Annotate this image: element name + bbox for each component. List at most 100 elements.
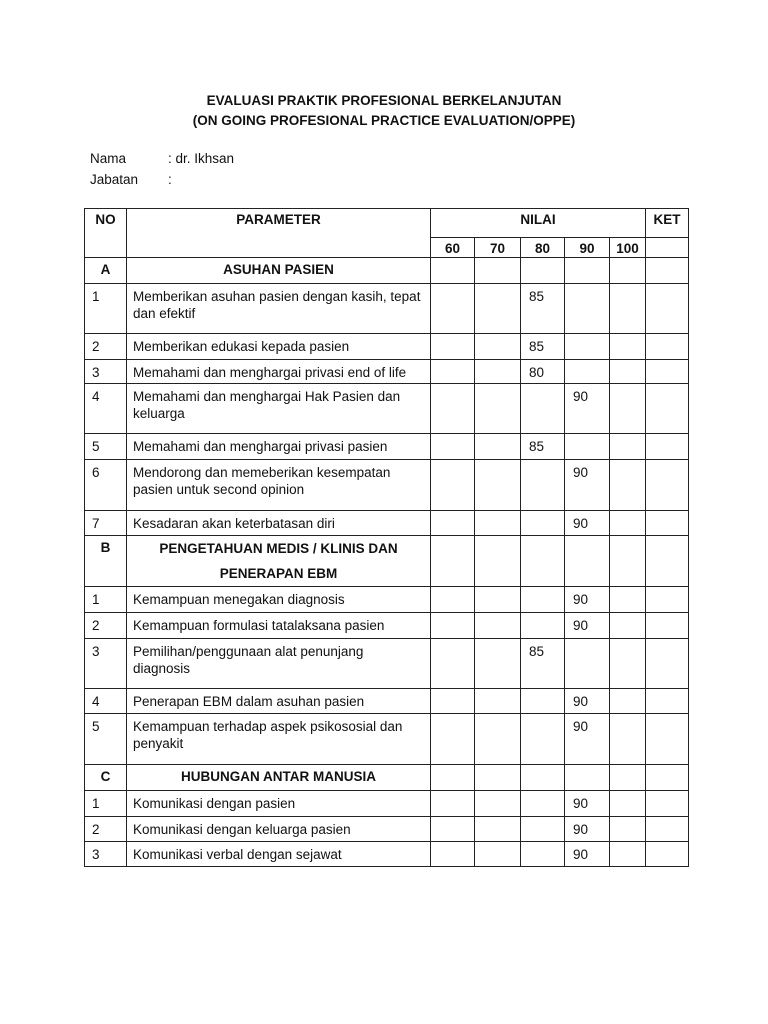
score-cell-60 xyxy=(430,816,475,842)
field-label-nama: Nama xyxy=(90,151,127,166)
header-ket: KET xyxy=(645,208,689,238)
section-row: C HUBUNGAN ANTAR MANUSIA xyxy=(84,764,689,791)
section-row: B PENGETAHUAN MEDIS / KLINIS DAN PENERAPA… xyxy=(84,535,689,587)
table-row: 7 Kesadaran akan keterbatasan diri 90 xyxy=(84,510,689,536)
score-cell-70 xyxy=(474,816,521,842)
score-cell-100 xyxy=(609,383,646,434)
ket-cell xyxy=(645,638,689,689)
score-cell-70 xyxy=(474,383,521,434)
score-cell-80: 85 xyxy=(520,638,565,689)
evaluation-table: NO PARAMETER NILAI KET 60 70 80 90 100 A… xyxy=(84,208,689,867)
row-no: 7 xyxy=(84,510,127,536)
score-cell-80 xyxy=(520,383,565,434)
score-cell-80: 85 xyxy=(520,333,565,360)
row-no: 2 xyxy=(84,612,127,639)
score-cell-100 xyxy=(609,359,646,384)
row-parameter: Mendorong dan memeberikan kesempatan pas… xyxy=(126,459,431,511)
score-cell-70 xyxy=(474,841,521,867)
header-ket-empty xyxy=(645,237,689,258)
empty-cell xyxy=(474,764,521,791)
score-cell-70 xyxy=(474,586,521,613)
row-no: 6 xyxy=(84,459,127,511)
empty-cell xyxy=(564,764,610,791)
ket-cell xyxy=(645,283,689,334)
table-row: 2 Komunikasi dengan keluarga pasien 90 xyxy=(84,816,689,842)
score-cell-100 xyxy=(609,713,646,765)
score-cell-90: 90 xyxy=(564,841,610,867)
score-cell-100 xyxy=(609,688,646,714)
score-cell-60 xyxy=(430,713,475,765)
row-parameter: Penerapan EBM dalam asuhan pasien xyxy=(126,688,431,714)
row-parameter: Memahami dan menghargai privasi pasien xyxy=(126,433,431,460)
score-cell-90 xyxy=(564,283,610,334)
score-cell-90: 90 xyxy=(564,510,610,536)
table-row: 1 Komunikasi dengan pasien 90 xyxy=(84,790,689,817)
score-cell-90: 90 xyxy=(564,816,610,842)
row-no: 4 xyxy=(84,688,127,714)
row-no: 3 xyxy=(84,359,127,384)
score-cell-100 xyxy=(609,433,646,460)
score-cell-60 xyxy=(430,638,475,689)
score-cell-80 xyxy=(520,688,565,714)
empty-cell xyxy=(609,257,646,284)
row-parameter: Kemampuan terhadap aspek psikososial dan… xyxy=(126,713,431,765)
score-cell-90: 90 xyxy=(564,713,610,765)
score-cell-90: 90 xyxy=(564,586,610,613)
ket-cell xyxy=(645,688,689,714)
ket-cell xyxy=(645,790,689,817)
row-no: 5 xyxy=(84,433,127,460)
section-title: HUBUNGAN ANTAR MANUSIA xyxy=(126,764,431,791)
score-cell-70 xyxy=(474,283,521,334)
empty-cell xyxy=(474,535,521,587)
field-value-jabatan: : xyxy=(168,172,172,187)
row-no: 1 xyxy=(84,586,127,613)
score-cell-60 xyxy=(430,586,475,613)
ket-cell xyxy=(645,510,689,536)
score-cell-90: 90 xyxy=(564,383,610,434)
table-row: 2 Memberikan edukasi kepada pasien 85 xyxy=(84,333,689,360)
row-no: 2 xyxy=(84,333,127,360)
score-cell-70 xyxy=(474,433,521,460)
score-cell-70 xyxy=(474,459,521,511)
empty-cell xyxy=(645,257,689,284)
row-no: 2 xyxy=(84,816,127,842)
section-code: B xyxy=(84,535,127,587)
ket-cell xyxy=(645,459,689,511)
score-cell-60 xyxy=(430,841,475,867)
score-cell-60 xyxy=(430,359,475,384)
section-title: ASUHAN PASIEN xyxy=(126,257,431,284)
header-score-70: 70 xyxy=(474,237,521,258)
ket-cell xyxy=(645,383,689,434)
score-cell-100 xyxy=(609,638,646,689)
row-parameter: Memahami dan menghargai privasi end of l… xyxy=(126,359,431,384)
score-cell-90: 90 xyxy=(564,790,610,817)
ket-cell xyxy=(645,841,689,867)
ket-cell xyxy=(645,586,689,613)
empty-cell xyxy=(520,257,565,284)
section-row: A ASUHAN PASIEN xyxy=(84,257,689,284)
header-score-90: 90 xyxy=(564,237,610,258)
empty-cell xyxy=(474,257,521,284)
score-cell-70 xyxy=(474,359,521,384)
table-row: 1 Memberikan asuhan pasien dengan kasih, … xyxy=(84,283,689,334)
score-cell-100 xyxy=(609,816,646,842)
empty-cell xyxy=(430,257,475,284)
ket-cell xyxy=(645,433,689,460)
score-cell-100 xyxy=(609,510,646,536)
table-row: 3 Komunikasi verbal dengan sejawat 90 xyxy=(84,841,689,867)
row-no: 3 xyxy=(84,841,127,867)
score-cell-80 xyxy=(520,510,565,536)
ket-cell xyxy=(645,713,689,765)
header-score-60: 60 xyxy=(430,237,475,258)
table-row: 4 Penerapan EBM dalam asuhan pasien 90 xyxy=(84,688,689,714)
table-row: 5 Memahami dan menghargai privasi pasien 8… xyxy=(84,433,689,460)
row-parameter: Komunikasi dengan pasien xyxy=(126,790,431,817)
doc-subtitle: (ON GOING PROFESIONAL PRACTICE EVALUATIO… xyxy=(192,113,576,128)
empty-cell xyxy=(430,764,475,791)
score-cell-70 xyxy=(474,612,521,639)
score-cell-100 xyxy=(609,841,646,867)
score-cell-60 xyxy=(430,688,475,714)
row-parameter: Komunikasi verbal dengan sejawat xyxy=(126,841,431,867)
score-cell-70 xyxy=(474,790,521,817)
empty-cell xyxy=(520,535,565,587)
